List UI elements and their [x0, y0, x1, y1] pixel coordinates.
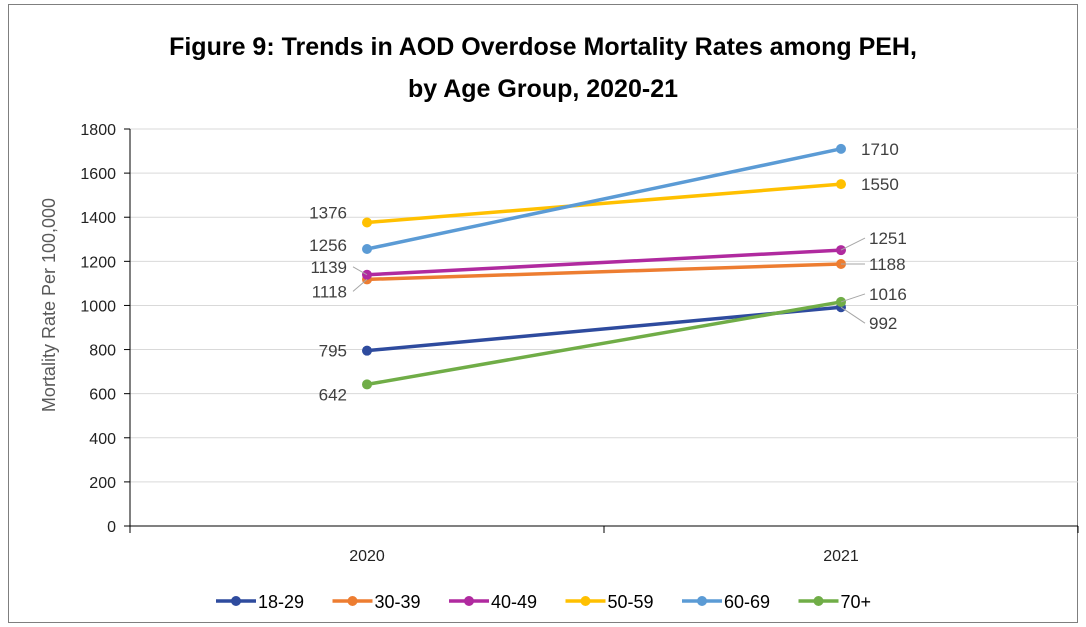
- legend-swatch-marker: [231, 596, 241, 606]
- legend-swatch-marker: [697, 596, 707, 606]
- legend-swatch-marker: [464, 596, 474, 606]
- axes: 0 200 400 600 800 1000 1200 1400 1600 1800 2020 202…: [80, 122, 1079, 565]
- legend-entry-70+: 70+: [841, 592, 872, 612]
- data-point-50-59: [836, 179, 846, 190]
- series-line-70+: [366, 300, 842, 387]
- data-point-60-69: [836, 143, 846, 154]
- data-label-40-49: 1251: [869, 229, 907, 248]
- data-point-60-69: [362, 243, 372, 254]
- legend-entry-40-49: 40-49: [491, 592, 537, 612]
- series-line-50-59: [366, 182, 842, 225]
- series-line-40-49: [366, 248, 842, 277]
- chart-title-line-1: Figure 9: Trends in AOD Overdose Mortali…: [169, 33, 917, 61]
- y-tick-label: 1200: [80, 254, 116, 271]
- data-label-40-49: 1139: [310, 258, 347, 277]
- data-label-50-59: 1550: [861, 175, 899, 194]
- y-tick-label: 800: [89, 343, 116, 360]
- y-tick-label: 0: [107, 519, 116, 536]
- y-tick-label: 400: [89, 431, 116, 448]
- data-label-18-29: 795: [319, 342, 347, 361]
- data-label-30-39: 1118: [312, 282, 347, 301]
- leader-line: [840, 306, 866, 324]
- data-label-60-69: 1256: [309, 236, 347, 255]
- legend: 18-29 30-39 40-49 50-59 60-69 70+: [216, 592, 871, 612]
- legend-entry-30-39: 30-39: [375, 592, 421, 612]
- data-label-70+: 642: [319, 385, 347, 404]
- x-tick-label: 2021: [823, 548, 859, 565]
- legend-swatch-marker: [347, 596, 358, 606]
- y-tick-label: 600: [89, 387, 116, 404]
- y-tick-label: 200: [89, 475, 116, 492]
- legend-entry-60-69: 60-69: [724, 592, 770, 612]
- data-label-30-39: 1188: [869, 255, 906, 274]
- legend-swatch-marker: [813, 596, 824, 606]
- data-point-70+: [362, 379, 372, 390]
- legend-entry-50-59: 50-59: [608, 592, 654, 612]
- y-tick-label: 1400: [80, 210, 116, 227]
- series-lines: [362, 143, 846, 390]
- y-tick-label: 1000: [80, 298, 116, 315]
- data-label-60-69: 1710: [861, 140, 899, 159]
- series-line-30-39: [366, 262, 842, 282]
- data-label-70+: 1016: [869, 285, 907, 304]
- legend-entry-18-29: 18-29: [258, 592, 304, 612]
- gridlines: [130, 128, 1078, 483]
- chart-title-line-2: by Age Group, 2020-21: [408, 75, 678, 103]
- data-point-50-59: [362, 217, 372, 228]
- data-label-50-59: 1376: [309, 204, 347, 223]
- data-label-18-29: 992: [869, 314, 897, 333]
- legend-swatch-marker: [580, 596, 591, 606]
- x-tick-label: 2020: [349, 548, 385, 565]
- leader-line: [840, 237, 866, 251]
- leader-line: [840, 293, 866, 303]
- leader-line: [352, 266, 368, 276]
- y-axis-label: Mortality Rate Per 100,000: [39, 198, 59, 412]
- y-tick-label: 1800: [80, 122, 116, 139]
- leader-line: [352, 279, 368, 292]
- y-tick-label: 1600: [80, 166, 116, 183]
- data-point-18-29: [362, 345, 372, 356]
- data-labels: 795 992 1118 1188 1139 1251 1376 1550 1256 1710 64…: [309, 140, 907, 405]
- chart-frame: [8, 4, 1078, 623]
- series-line-60-69: [366, 147, 842, 251]
